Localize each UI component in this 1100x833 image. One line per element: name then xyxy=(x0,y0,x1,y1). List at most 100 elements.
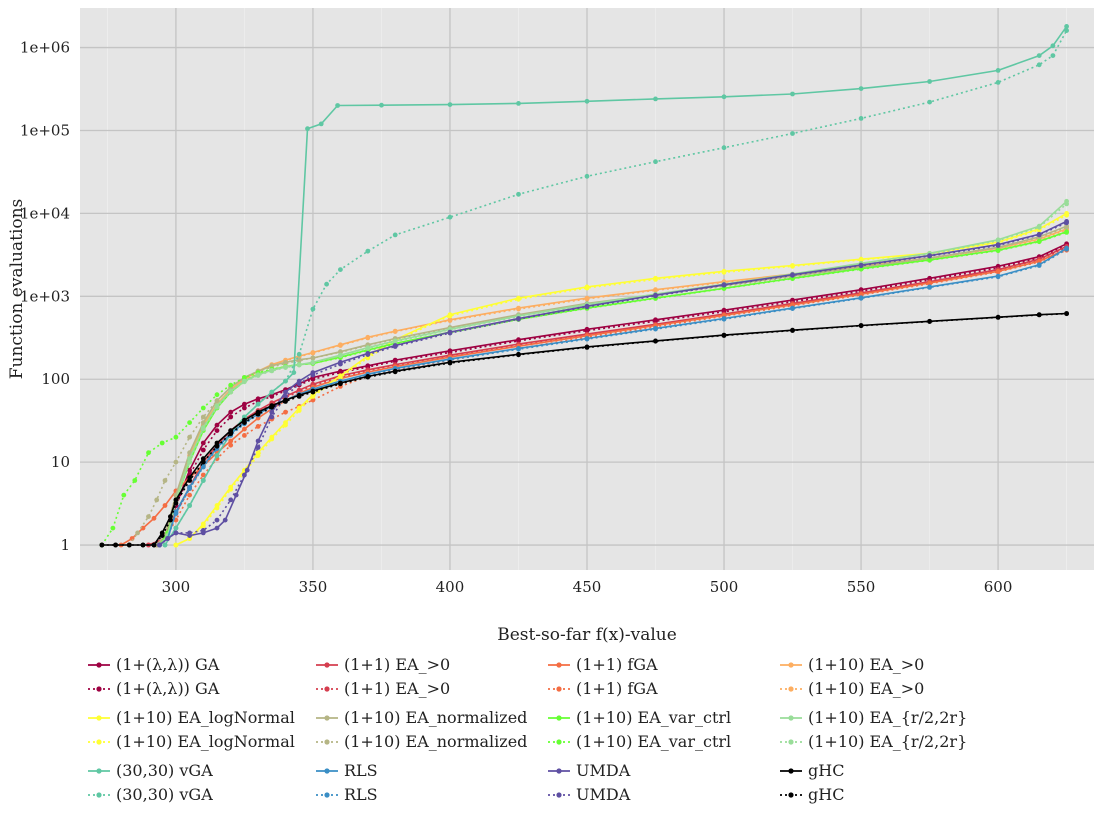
data-point xyxy=(927,257,932,263)
data-point xyxy=(173,530,179,536)
legend-marker xyxy=(788,715,794,721)
data-point xyxy=(200,426,206,432)
data-point xyxy=(214,392,220,398)
legend-label: (1+10) EA_{r/2,2r} xyxy=(808,732,967,751)
data-point xyxy=(269,368,275,374)
data-point xyxy=(338,267,343,272)
legend-label: UMDA xyxy=(576,761,631,780)
data-point xyxy=(200,523,206,529)
data-point xyxy=(927,253,932,259)
legend-item: (1+(λ,λ)) GA xyxy=(88,679,220,698)
legend-marker xyxy=(556,768,562,774)
data-point xyxy=(242,426,247,432)
data-point xyxy=(1036,53,1042,58)
legend: (1+(λ,λ)) GA (1+(λ,λ)) GA (1+1) EA_>0 (1+1)… xyxy=(88,655,967,804)
data-point xyxy=(135,530,141,536)
legend-label: (1+(λ,λ)) GA xyxy=(116,679,220,698)
data-point xyxy=(927,79,932,84)
data-point xyxy=(653,338,658,344)
data-point xyxy=(653,293,658,299)
data-point xyxy=(790,276,795,282)
data-point xyxy=(283,399,288,404)
data-point xyxy=(173,434,179,440)
data-point xyxy=(132,478,138,483)
x-tick-label: 300 xyxy=(162,578,191,596)
y-tick-label: 1 xyxy=(60,536,70,554)
legend-label: (30,30) vGA xyxy=(116,785,213,804)
data-point xyxy=(242,405,247,411)
data-point xyxy=(269,414,275,420)
series-dotted xyxy=(157,220,1069,548)
data-point xyxy=(338,375,343,380)
data-point xyxy=(338,361,343,367)
data-point xyxy=(187,434,193,440)
data-point xyxy=(214,422,220,428)
data-point xyxy=(187,459,193,465)
data-point xyxy=(187,530,193,536)
legend-item: (30,30) vGA xyxy=(88,785,213,804)
legend-marker xyxy=(324,792,330,798)
legend-item: UMDA xyxy=(548,761,631,780)
data-point xyxy=(200,459,206,465)
data-point xyxy=(927,99,932,105)
data-point xyxy=(516,346,521,352)
legend-item: RLS xyxy=(316,761,378,780)
data-point xyxy=(1036,224,1042,230)
data-point xyxy=(1064,224,1069,230)
data-point xyxy=(187,478,193,483)
data-point xyxy=(1036,239,1042,245)
data-point xyxy=(516,352,521,358)
data-point xyxy=(790,328,795,333)
data-point xyxy=(858,295,864,301)
data-point xyxy=(653,326,658,332)
data-point xyxy=(447,313,453,319)
data-point xyxy=(338,381,343,387)
data-point xyxy=(255,445,261,450)
data-point xyxy=(200,405,206,411)
legend-marker xyxy=(788,739,794,745)
data-point xyxy=(995,238,1001,244)
data-point xyxy=(324,281,329,287)
data-point xyxy=(447,330,453,336)
data-point xyxy=(214,428,220,433)
x-tick-label: 400 xyxy=(436,578,465,596)
data-point xyxy=(335,103,340,108)
y-axis-title: Function evaluations xyxy=(7,199,27,380)
data-point xyxy=(242,420,247,425)
legend-label: (1+10) EA_logNormal xyxy=(116,708,295,727)
series-dotted xyxy=(162,28,1069,548)
data-point xyxy=(584,328,590,334)
data-point xyxy=(584,336,590,342)
data-point xyxy=(584,296,590,302)
data-point xyxy=(214,505,220,511)
y-tick-label: 1e+04 xyxy=(20,204,70,222)
data-point xyxy=(653,277,658,282)
legend-marker xyxy=(96,715,102,721)
data-point xyxy=(283,365,288,370)
data-point xyxy=(338,343,343,348)
data-point xyxy=(269,436,275,442)
legend-label: (1+10) EA_var_ctrl xyxy=(576,708,731,727)
data-point xyxy=(305,126,310,132)
data-point xyxy=(269,389,275,395)
legend-item: (1+1) EA_>0 xyxy=(316,655,450,674)
legend-item: gHC xyxy=(780,761,844,780)
data-point xyxy=(721,269,727,275)
legend-label: RLS xyxy=(344,785,378,804)
data-point xyxy=(995,248,1001,254)
legend-marker xyxy=(788,768,794,774)
legend-marker xyxy=(788,686,794,692)
data-point xyxy=(157,542,162,548)
legend-label: (1+1) fGA xyxy=(576,655,658,674)
data-point xyxy=(858,257,864,263)
y-tick-label: 10 xyxy=(51,453,70,471)
legend-item: (1+10) EA_{r/2,2r} xyxy=(780,708,967,727)
data-point xyxy=(283,394,288,399)
x-axis-title: Best-so-far f(x)-value xyxy=(497,625,677,645)
legend-label: (1+(λ,λ)) GA xyxy=(116,655,220,674)
data-point xyxy=(447,214,453,220)
legend-marker xyxy=(556,662,562,668)
data-point xyxy=(1064,311,1069,317)
data-point xyxy=(228,486,234,492)
data-point xyxy=(214,443,220,449)
